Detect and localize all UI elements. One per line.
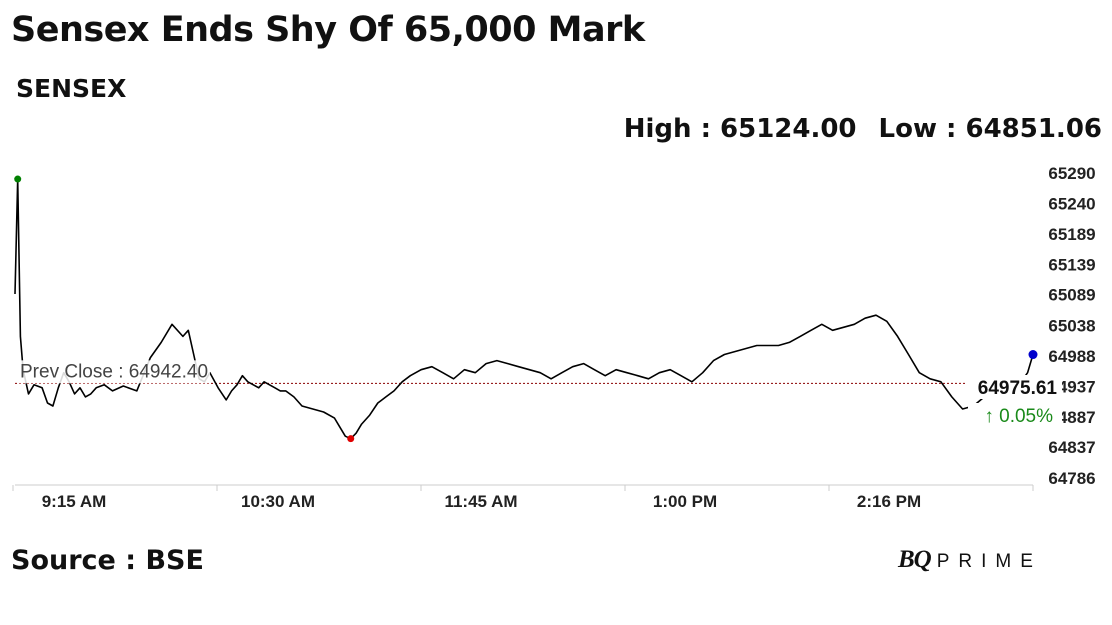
series-group [14,178,1034,440]
brand-prime: PRIME [936,551,1042,572]
last-value-label: 64975.61 [978,378,1058,399]
high-point-marker [14,175,22,183]
x-tick-label: 9:15 AM [42,492,107,511]
low-point-marker [347,435,355,443]
prev-close-label: Prev Close : 64942.40 [20,361,208,382]
x-tick-label: 2:16 PM [857,492,921,511]
y-tick-label: 65038 [1048,317,1095,336]
markers-group [14,175,1038,443]
y-tick-label: 65240 [1048,194,1095,213]
high-low-summary: High : 65124.00 Low : 64851.06 [624,114,1102,144]
labels-group: Prev Close : 64942.40 64975.61 ↑ 0.05% [18,360,1062,427]
change-bg [968,403,1062,427]
x-tick-label: 10:30 AM [241,492,315,511]
y-axis: 6529065240651896513965089650386498864937… [1048,164,1095,488]
change-label: ↑ 0.05% [984,406,1053,427]
y-tick-label: 64786 [1048,469,1095,488]
low-label: Low : 64851.06 [878,114,1102,144]
chart-subtitle: SENSEX [16,74,127,103]
y-tick-label: 65139 [1048,255,1095,274]
y-tick-label: 65089 [1048,286,1095,305]
last-value-bg [966,375,1062,399]
y-tick-label: 65290 [1048,164,1095,183]
last-point-marker [1028,350,1038,360]
source-note: Source : BSE [11,545,204,576]
x-axis: 9:15 AM 10:30 AM 11:45 AM 1:00 PM 2:16 PM [12,484,1034,511]
chart-title: Sensex Ends Shy Of 65,000 Mark [11,10,645,50]
brand-bq: BQ [898,546,932,573]
high-label: High : 65124.00 [623,114,857,144]
prev-close-label-bg [18,360,211,384]
y-tick-label: 65189 [1048,225,1095,244]
y-tick-label: 64837 [1048,438,1095,457]
brand-logo: BQ PRIME [898,546,1042,574]
y-tick-label: 64988 [1048,347,1095,366]
series-line [14,178,1034,440]
x-tick-label: 11:45 AM [444,492,517,511]
x-tick-label: 1:00 PM [653,492,717,511]
